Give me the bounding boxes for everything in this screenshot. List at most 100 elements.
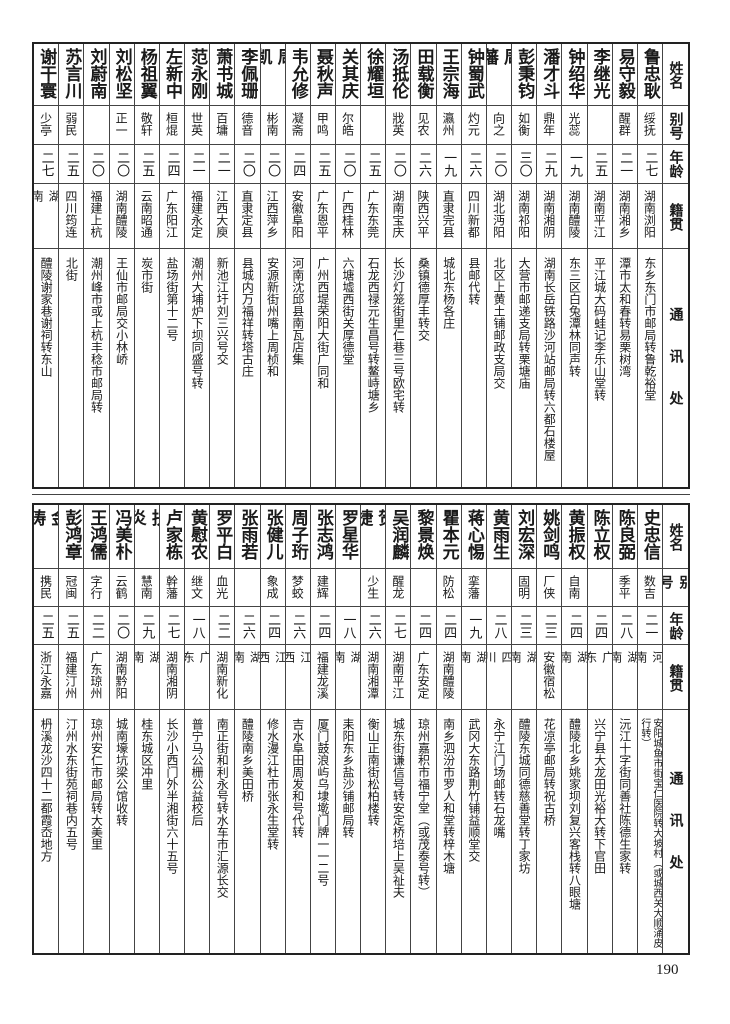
- person-alias: 防松: [436, 569, 461, 607]
- person-address: 安阳城鱼市街宝仁医院转大坡村（或城西关大顺涌皮行转）: [638, 718, 662, 948]
- person-native: 浙江永嘉: [34, 645, 59, 710]
- person-address: 潭市太和春转易栗树湾: [617, 257, 632, 377]
- header-address: 通讯处: [667, 770, 684, 897]
- person-alias: 见农: [411, 106, 436, 145]
- person-name: 王鸿儒: [84, 505, 109, 569]
- person-name: 周藩: [486, 44, 512, 106]
- person-name: 黎景焕: [411, 505, 436, 569]
- person-column: 鲁忠耿 绥抚 二七 湖南浏阳 东乡东门市邮局转鲁乾裕堂: [636, 44, 662, 487]
- person-native: 湖南: [34, 184, 59, 249]
- table-divider: [32, 494, 690, 495]
- person-native: 河南: [637, 645, 662, 710]
- person-alias: 冠闽: [59, 569, 84, 607]
- person-column: 李佩珊 德音 二〇 直隶定县 县城内万福祥转塔古庄: [234, 44, 260, 487]
- person-age: 二四: [260, 607, 285, 645]
- person-native: 湖南平江: [386, 645, 411, 710]
- person-age: 二七: [159, 607, 185, 645]
- person-address: 枬溪龙沙四十二都霞岙地方: [39, 718, 54, 862]
- header-alias: 别号: [663, 106, 688, 145]
- person-alias: 如衡: [512, 106, 537, 145]
- person-alias: 字行: [84, 569, 109, 607]
- person-column: 刘宏深 固明 二三 湖南 醴陵东城同德慈善堂转丁家坊: [511, 505, 537, 953]
- person-column: 易守毅 醒群 二一 湖南湘乡 潭市太和春转易栗树湾: [611, 44, 637, 487]
- person-native: 湖南新化: [210, 645, 235, 710]
- person-column: 萧书城 百墉 二一 江西大庾 新池江圩刘三兴号交: [209, 44, 235, 487]
- person-native: 湖南: [134, 645, 159, 710]
- person-alias: 彬南: [260, 106, 285, 145]
- person-name: 王宗海: [436, 44, 461, 106]
- person-native: 安徽阜阳: [285, 184, 310, 249]
- person-native: 湖南: [562, 645, 587, 710]
- person-age: 二五: [59, 607, 84, 645]
- person-native: 江西大庾: [210, 184, 235, 249]
- person-age: 二一: [637, 607, 662, 645]
- person-name: 田载衡: [411, 44, 436, 106]
- person-address: 琼州嘉积市福宁堂（或茂泰号转）: [416, 718, 431, 898]
- person-alias: 少生: [361, 569, 386, 607]
- person-address: 醴陵北乡姚家坝刘复兴客栈转八眼塘: [567, 718, 582, 910]
- person-column: 罗平白 血光 二二 湖南新化 南正街和利永号转水车市汇源长交: [209, 505, 235, 953]
- person-column: 韦允修 凝斋 二四 安徽阜阳 河南沈邱县南瓦店集: [284, 44, 310, 487]
- person-name: 冯美朴: [109, 505, 134, 569]
- person-age: 一九: [562, 145, 587, 184]
- person-age: 二〇: [109, 607, 134, 645]
- person-age: 二〇: [486, 145, 512, 184]
- person-address: 潮州峰市或上杭丰稔市邮局转: [89, 257, 104, 413]
- person-alias: [235, 569, 260, 607]
- person-name: 关其庆: [335, 44, 361, 106]
- person-alias: 尔皓: [335, 106, 361, 145]
- person-column: 罗星华 一八 湖南 耒阳东乡盐沙铺邮局转: [334, 505, 361, 953]
- person-address: 琼州安仁市邮局转大美里: [89, 718, 104, 850]
- person-age: 二九: [537, 145, 562, 184]
- person-address: 新池江圩刘三兴号交: [215, 257, 230, 365]
- header-age: 年龄: [663, 145, 688, 184]
- person-column: 张雨若 二六 湖南 醴陵南乡美田桥: [234, 505, 260, 953]
- person-alias: 挛藩: [461, 569, 486, 607]
- page-number: 190: [656, 962, 679, 978]
- person-name: 左新中: [159, 44, 185, 106]
- person-age: 一九: [461, 607, 486, 645]
- person-address: 石龙西禄元生昌号转鳌峙塘乡: [366, 257, 381, 413]
- person-address: 汀州水东街苑祠巷内五号: [64, 718, 79, 850]
- person-alias: 德音: [235, 106, 260, 145]
- header-name: 姓名: [663, 505, 688, 569]
- person-column: 关其庆 尔皓 二〇 广西桂林 六塘墟西街关厚德堂: [334, 44, 361, 487]
- person-age: 二五: [59, 145, 84, 184]
- person-column: 刘蔚南 二〇 福建上杭 潮州峰市或上杭丰稔市邮局转: [83, 44, 109, 487]
- person-address: 广州西堤荣阳大街广同和: [315, 257, 330, 389]
- person-alias: 固明: [512, 569, 537, 607]
- person-column: 黎景焕 二四 广东安定 琼州嘉积市福宁堂（或茂泰号转）: [410, 505, 436, 953]
- person-column: 彭秉钧 如衡 三〇 湖南祁阳 大营市邮递支局转栗塘庙: [511, 44, 537, 487]
- person-alias: 瀛州: [436, 106, 461, 145]
- person-alias: 醒龙: [386, 569, 411, 607]
- person-name: 刘松坚: [109, 44, 134, 106]
- person-native: 湖南: [512, 645, 537, 710]
- person-address: 六塘墟西街关厚德堂: [341, 257, 356, 365]
- person-address: 修水漫江杜市张永生堂转: [265, 718, 280, 850]
- person-alias: 向之: [486, 106, 512, 145]
- person-native: 湖南湘阴: [159, 645, 185, 710]
- person-name: 李佩珊: [235, 44, 260, 106]
- person-age: 一九: [436, 145, 461, 184]
- person-age: 二五: [134, 145, 159, 184]
- person-column: 吴润麟 醒龙 二七 湖南平江 城东街谦信号转安定桥培上吴祉夫: [385, 505, 411, 953]
- person-address: 北街: [64, 257, 79, 281]
- person-native: 湖南: [235, 645, 260, 710]
- person-address: 平江城大码蛙记李乐山堂转: [592, 257, 607, 401]
- person-address: 南正街和利永号转水车市汇源长交: [215, 718, 230, 898]
- person-native: 湖南醴陵: [562, 184, 587, 249]
- person-native: 广东: [587, 645, 612, 710]
- person-native: 福建上杭: [84, 184, 109, 249]
- person-native: 湖北沔阳: [486, 184, 512, 249]
- person-native: 广东: [185, 645, 210, 710]
- person-native: 广东东莞: [361, 184, 386, 249]
- person-column: 冯美朴 云鹤 二〇 湖南黔阳 城南壕坑梁公馆收转: [108, 505, 134, 953]
- person-column: 金涛 携民 二五 浙江永嘉 枬溪龙沙四十二都霞岙地方: [34, 505, 59, 953]
- person-age: 二七: [34, 145, 59, 184]
- person-column: 黄慰农 继文 一八 广东 普宁马公栅公益校后: [184, 505, 210, 953]
- person-alias: 建辉: [310, 569, 335, 607]
- person-native: 湖南湘阴: [537, 184, 562, 249]
- person-address: 北区上黄土铺邮政支局交: [491, 257, 506, 389]
- person-native: 湖南: [335, 645, 361, 710]
- person-age: 二四: [310, 607, 335, 645]
